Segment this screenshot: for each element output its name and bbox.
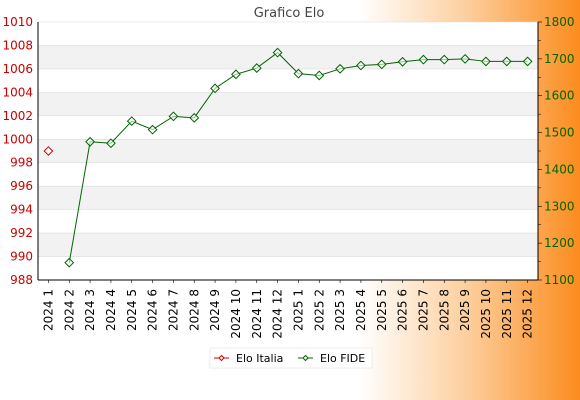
- data-point-elo-fide: [64, 257, 75, 268]
- x-tick-label: 2025 8: [437, 289, 451, 331]
- data-point-elo-fide: [397, 56, 408, 67]
- x-tick-label: 2024 12: [271, 289, 285, 339]
- data-point-elo-fide: [481, 56, 491, 67]
- right-y-tick-labels: 1100 1200 1300 1400 1500 1600 1700 1800: [538, 15, 575, 287]
- grid-band: [38, 233, 538, 257]
- left-y-tick-label: 998: [10, 156, 33, 170]
- left-y-tick-label: 994: [10, 203, 33, 217]
- x-tick-label: 2024 5: [125, 289, 139, 331]
- legend-label-elo-italia: Elo Italia: [236, 352, 283, 365]
- data-point-elo-fide: [126, 116, 137, 127]
- legend-label-elo-fide: Elo FIDE: [320, 352, 365, 365]
- data-point-elo-fide: [418, 54, 429, 65]
- data-point-elo-fide: [356, 60, 366, 71]
- x-tick-label: 2025 7: [416, 289, 430, 331]
- right-y-tick-label: 1300: [544, 199, 575, 213]
- x-tick-label: 2025 12: [521, 289, 535, 339]
- x-tick-label: 2024 4: [104, 289, 118, 331]
- grid-bands: [38, 21, 538, 281]
- x-tick-label: 2025 6: [396, 289, 410, 331]
- data-point-elo-fide: [293, 68, 304, 79]
- data-point-elo-fide: [85, 136, 95, 147]
- legend-marker-elo-italia: [218, 354, 225, 362]
- left-y-tick-label: 990: [10, 250, 33, 264]
- legend: Elo Italia Elo FIDE: [209, 347, 373, 369]
- left-y-tick-label: 996: [10, 179, 33, 193]
- legend-marker-elo-fide: [302, 354, 309, 362]
- left-y-tick-label: 1000: [2, 132, 33, 146]
- left-y-tick-label: 1002: [2, 109, 33, 123]
- x-tick-label: 2025 2: [312, 289, 326, 331]
- right-y-tick-label: 1500: [544, 126, 575, 140]
- x-tick-label: 2025 5: [375, 289, 389, 331]
- x-tick-label: 2025 3: [333, 289, 347, 331]
- right-y-tick-label: 1700: [544, 52, 575, 66]
- left-y-tick-label: 988: [10, 273, 33, 287]
- data-point-elo-fide: [189, 112, 200, 123]
- right-y-tick-label: 1200: [544, 236, 575, 250]
- data-point-elo-fide: [168, 111, 179, 122]
- data-point-elo-fide: [335, 63, 345, 74]
- left-y-tick-label: 1008: [2, 38, 33, 52]
- x-tick-label: 2024 6: [146, 289, 160, 331]
- x-tick-label: 2025 10: [479, 289, 493, 339]
- x-tick-label: 2024 7: [166, 289, 180, 331]
- right-y-tick-label: 1600: [544, 89, 575, 103]
- x-tick-label: 2024 11: [250, 289, 264, 339]
- chart-title: Grafico Elo: [254, 6, 325, 21]
- data-point-elo-fide: [106, 138, 116, 149]
- data-point-elo-fide: [272, 47, 283, 58]
- x-tick-label: 2024 9: [208, 289, 222, 331]
- x-tick-label: 2024 8: [187, 289, 201, 331]
- x-tick-label: 2024 1: [41, 289, 55, 331]
- x-tick-labels: 2024 1 2024 2 2024 3 2024 4 2024 5 2024 6 2024…: [41, 289, 534, 339]
- data-point-elo-italia: [43, 146, 54, 156]
- data-point-elo-fide: [147, 124, 158, 135]
- left-y-tick-label: 1010: [2, 15, 33, 29]
- series-layer: [43, 47, 533, 268]
- left-y-tick-labels: 988 990 992 994 996 998 1000 1002 1004 1006 1008 10…: [2, 15, 33, 287]
- x-tick-label: 2025 11: [500, 289, 514, 339]
- data-point-elo-fide: [210, 83, 220, 94]
- data-point-elo-fide: [376, 59, 387, 70]
- left-y-tick-label: 1006: [2, 62, 33, 76]
- x-tick-label: 2024 10: [229, 289, 243, 339]
- x-tick-label: 2024 2: [62, 289, 76, 331]
- x-tick-label: 2024 3: [83, 289, 97, 331]
- right-y-tick-label: 1400: [544, 162, 575, 176]
- grid-band: [38, 186, 538, 210]
- left-y-tick-label: 992: [10, 226, 33, 240]
- grid-band: [38, 92, 538, 116]
- x-tick-label: 2025 1: [291, 289, 305, 331]
- x-tick-label: 2025 4: [354, 289, 368, 331]
- data-point-elo-fide: [522, 56, 533, 67]
- data-point-elo-fide: [460, 53, 470, 64]
- data-point-elo-fide: [314, 70, 325, 81]
- right-y-tick-label: 1800: [544, 15, 575, 29]
- data-point-elo-fide: [251, 63, 262, 73]
- left-y-tick-label: 1004: [2, 85, 33, 99]
- legend-box: [209, 347, 373, 369]
- x-tick-label: 2025 9: [458, 289, 472, 331]
- right-y-tick-label: 1100: [544, 273, 575, 287]
- data-point-elo-fide: [439, 54, 450, 65]
- grid-band: [38, 139, 538, 163]
- grid-band: [38, 45, 538, 69]
- data-point-elo-fide: [231, 69, 241, 80]
- data-point-elo-fide: [501, 56, 512, 67]
